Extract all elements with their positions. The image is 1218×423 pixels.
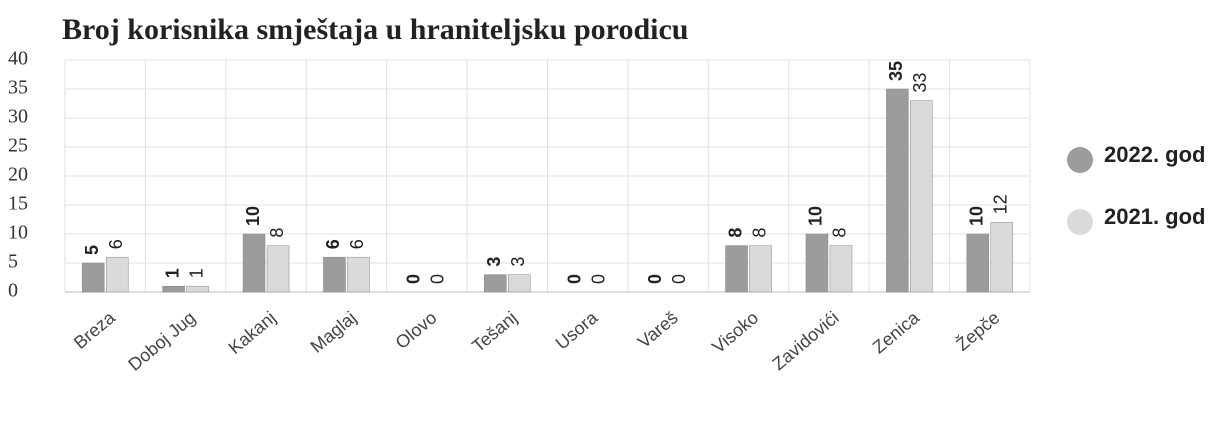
bar [805,233,829,293]
bar [829,245,853,293]
bar [347,256,370,293]
bar [105,256,129,293]
x-tick-label: Zenica [869,307,924,358]
data-label: 0 [404,274,424,284]
y-tick-label: 25 [8,135,28,157]
x-tick-label: Usora [552,307,602,354]
data-label: 10 [967,206,987,226]
data-label: 6 [323,239,343,249]
data-label: 0 [428,274,448,284]
y-tick-label: 5 [8,251,18,273]
y-tick-label: 40 [8,48,28,70]
data-label: 6 [347,239,367,249]
y-tick-label: 10 [8,222,28,244]
bar [886,88,909,293]
data-label: 1 [162,268,182,278]
data-label: 0 [564,274,584,284]
bar [266,245,290,293]
x-tick-label: Olovo [392,307,441,353]
data-label: 8 [749,228,769,238]
y-tick-label: 20 [8,164,28,186]
data-label: 8 [725,228,745,238]
data-label: 0 [669,274,689,284]
x-tick-label: Tešanj [468,307,521,356]
data-label: 3 [508,257,528,267]
x-tick-label: Kakanj [225,307,280,358]
bar [749,245,772,293]
legend-label: 2022. god [1104,142,1205,167]
chart-title: Broj korisnika smještaja u hraniteljsku … [62,13,688,46]
data-label: 3 [484,257,504,267]
data-label: 5 [82,245,102,255]
x-tick-label: Vareš [634,307,682,352]
y-tick-label: 35 [8,77,28,99]
x-tick-label: Žepče [952,307,1003,354]
bar [242,233,266,293]
bar [162,285,185,293]
data-label: 33 [910,73,930,93]
x-tick-label: Doboj Jug [124,307,199,374]
bar [990,222,1014,293]
legend-swatch [1067,209,1093,235]
data-label: 6 [106,239,126,249]
data-label: 10 [243,206,263,226]
x-tick-label: Maglaj [307,307,360,356]
bar [966,233,990,293]
x-tick-label: Breza [70,307,120,353]
x-tick-label: Zavidovići [768,307,842,374]
x-tick-label: Visoko [708,307,762,357]
data-label: 1 [186,268,206,278]
bar [186,285,209,293]
y-tick-label: 30 [8,106,28,128]
data-label: 0 [645,274,665,284]
data-label: 0 [588,274,608,284]
bar [725,245,748,293]
bar [484,274,507,293]
data-label: 8 [830,228,850,238]
bar [323,256,346,293]
bar [508,274,531,293]
bar [910,100,933,293]
y-tick-label: 15 [8,193,28,215]
legend-label: 2021. god [1104,204,1205,229]
legend-swatch [1067,147,1093,173]
y-tick-label: 0 [8,280,18,302]
data-label: 8 [267,228,287,238]
bar [81,262,105,293]
data-label: 12 [991,194,1011,214]
data-label: 10 [806,206,826,226]
data-label: 35 [886,61,906,81]
